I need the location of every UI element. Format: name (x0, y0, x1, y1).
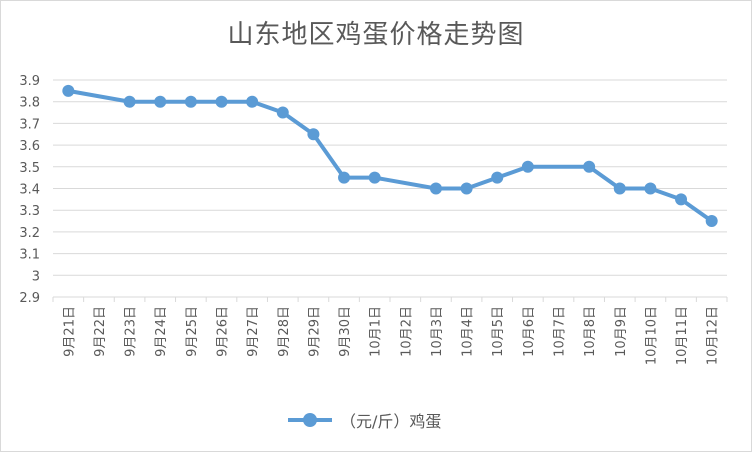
x-tick-label: 9月22日 (93, 306, 108, 357)
x-tick-label: 9月25日 (185, 306, 200, 357)
data-point (184, 95, 197, 108)
x-tick-label: 9月23日 (124, 306, 139, 357)
data-point (491, 171, 504, 184)
y-tick-label: 3.3 (19, 204, 40, 219)
x-tick-label: 10月4日 (461, 306, 476, 357)
data-point (583, 160, 596, 173)
y-axis-ticks: 2.9 3 3.1 3.2 3.3 3.4 3.5 3.6 3.7 3.8 3.9 (19, 74, 40, 306)
y-tick-label: 3 (32, 269, 40, 284)
x-tick-label: 10月10日 (644, 306, 659, 365)
data-point (276, 106, 289, 119)
data-point (154, 95, 167, 108)
x-tick-label: 9月28日 (277, 306, 292, 357)
x-tick-label: 10月1日 (369, 306, 384, 357)
data-point (705, 215, 718, 228)
data-point (644, 182, 657, 195)
x-tick-label: 10月12日 (706, 306, 721, 365)
y-tick-label: 3.8 (19, 96, 40, 111)
x-tick-label: 9月24日 (154, 306, 169, 357)
data-point (215, 95, 228, 108)
y-tick-label: 3.7 (19, 117, 40, 132)
y-tick-label: 3.6 (19, 139, 40, 154)
series-line (66, 88, 714, 224)
data-point (307, 128, 320, 141)
data-point (429, 182, 442, 195)
x-tick-label: 10月11日 (675, 306, 690, 365)
y-tick-label: 3.9 (19, 74, 40, 89)
x-tick-label: 10月9日 (614, 306, 629, 357)
data-point (338, 171, 351, 184)
series-egg-price (62, 84, 718, 228)
y-tick-label: 3.1 (19, 248, 40, 263)
data-point (368, 171, 381, 184)
data-point (521, 160, 534, 173)
y-tick-label: 3.4 (19, 183, 40, 198)
x-tick-label: 10月5日 (491, 306, 506, 357)
data-point (123, 95, 136, 108)
x-tick-label: 10月2日 (399, 306, 414, 357)
data-point (246, 95, 259, 108)
legend-swatch (288, 408, 332, 432)
legend: （元/斤）鸡蛋 (288, 408, 441, 432)
x-tick-label: 9月29日 (307, 306, 322, 357)
x-tick-label: 10月3日 (430, 306, 445, 357)
data-point (675, 193, 688, 206)
data-point (460, 182, 473, 195)
legend-label: （元/斤）鸡蛋 (340, 412, 442, 431)
x-axis: 9月21日 9月22日 9月23日 9月24日 9月25日 9月26日 9月27日 9月28日… (52, 296, 728, 365)
x-tick-label: 9月30日 (338, 306, 353, 357)
data-point (613, 182, 626, 195)
x-tick-label: 10月8日 (583, 306, 598, 357)
chart-title: 山东地区鸡蛋价格走势图 (227, 20, 525, 50)
y-tick-label: 3.2 (19, 226, 40, 241)
data-point (62, 84, 75, 97)
y-tick-label: 3.5 (19, 161, 40, 176)
x-tick-label: 10月7日 (553, 306, 568, 357)
y-tick-label: 2.9 (19, 291, 40, 306)
x-tick-label: 9月21日 (62, 306, 77, 357)
x-tick-label: 9月26日 (216, 306, 231, 357)
x-tick-label: 10月6日 (522, 306, 537, 357)
x-tick-label: 9月27日 (246, 306, 261, 357)
